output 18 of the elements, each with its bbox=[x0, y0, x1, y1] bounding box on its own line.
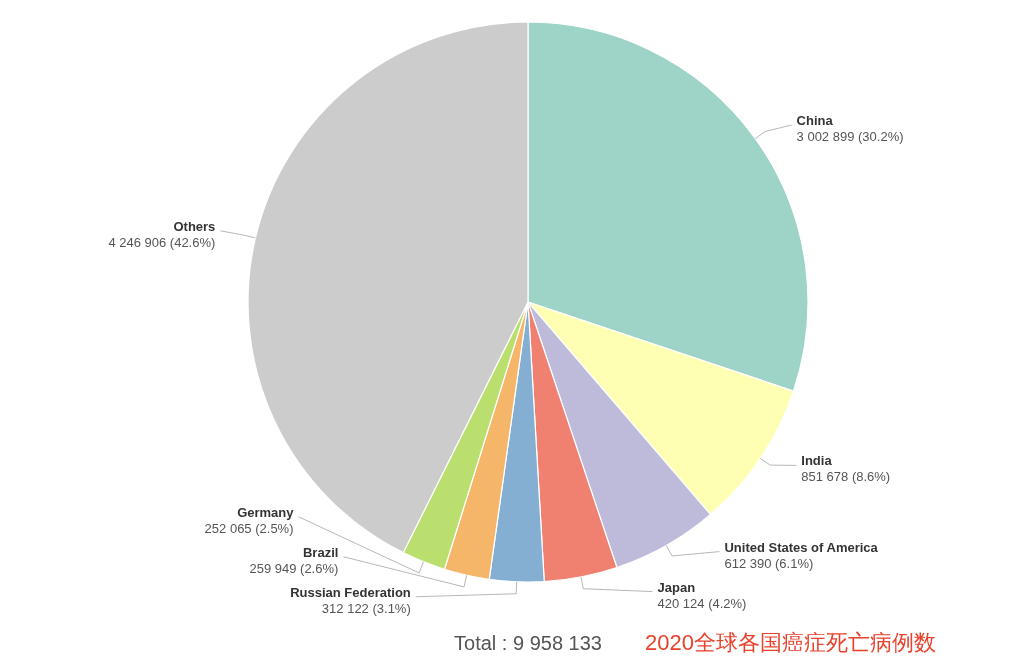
data-label: 312 122 (3.1%) bbox=[321, 600, 411, 616]
slice-label: Japan bbox=[657, 579, 696, 595]
data-label: 3 002 899 (30.2%) bbox=[796, 129, 904, 145]
data-label: 420 124 (4.2%) bbox=[657, 595, 747, 611]
data-label: 4 246 906 (42.6%) bbox=[108, 234, 216, 250]
data-label: 851 678 (8.6%) bbox=[801, 469, 891, 485]
slice-label: India bbox=[801, 453, 833, 469]
data-label: 612 390 (6.1%) bbox=[724, 555, 814, 571]
data-label: 259 949 (2.6%) bbox=[249, 560, 339, 576]
slice-label: United States of America bbox=[724, 539, 879, 555]
slice-label: Germany bbox=[237, 504, 295, 520]
slice-label: China bbox=[796, 113, 834, 129]
text: Total : 9 958 133 bbox=[454, 632, 602, 654]
text: 2020全球各国癌症死亡病例数 bbox=[645, 630, 936, 655]
slice-label: Russian Federation bbox=[290, 584, 411, 600]
data-label: 252 065 (2.5%) bbox=[204, 520, 294, 536]
slice-label: Others bbox=[173, 218, 216, 234]
slice-label: Brazil bbox=[302, 544, 339, 560]
